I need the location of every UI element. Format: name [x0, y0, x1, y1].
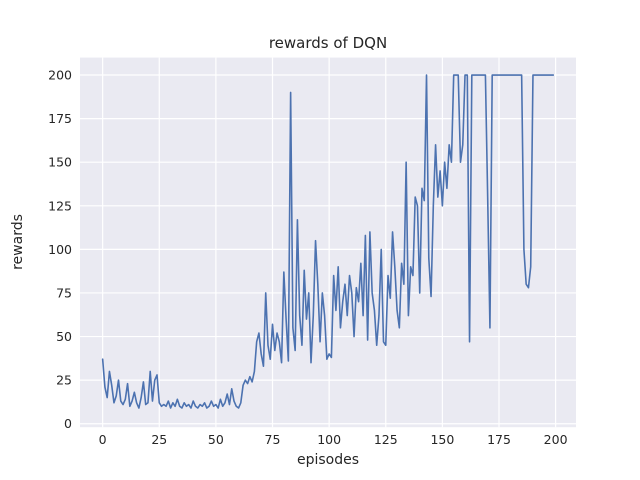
y-tick-label: 150 — [48, 155, 72, 170]
x-tick-label: 25 — [151, 432, 167, 447]
plot-background — [80, 57, 576, 428]
x-tick-label: 100 — [317, 432, 341, 447]
x-tick-label: 175 — [487, 432, 511, 447]
y-tick-label: 0 — [64, 416, 72, 431]
x-tick-label: 125 — [374, 432, 398, 447]
chart-title: rewards of DQN — [269, 34, 387, 52]
x-tick-label: 0 — [99, 432, 107, 447]
plot-area: 0 25 50 75 100 125 150 175 200 0 25 50 75 100 125 150 17… — [48, 57, 576, 447]
x-tick-label: 200 — [544, 432, 568, 447]
reward-line — [101, 74, 555, 409]
y-tick-label: 25 — [56, 373, 72, 388]
y-tick-label: 175 — [48, 111, 72, 126]
y-axis-label: rewards — [10, 214, 26, 270]
y-tick-label: 125 — [48, 198, 72, 213]
y-tick-label: 75 — [56, 285, 72, 300]
x-tick-label: 150 — [430, 432, 454, 447]
y-tick-label: 100 — [48, 242, 72, 257]
y-tick-label: 50 — [56, 329, 72, 344]
x-axis-label: episodes — [297, 452, 359, 468]
y-tick-label: 200 — [48, 68, 72, 83]
x-tick-label: 50 — [208, 432, 224, 447]
x-tick-label: 75 — [265, 432, 281, 447]
